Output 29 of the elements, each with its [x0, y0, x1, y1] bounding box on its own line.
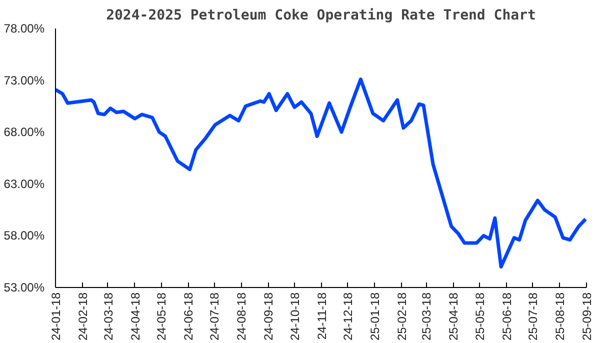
x-tick-label: 24-07-18	[208, 292, 222, 341]
y-tick-label: 58.00%	[4, 228, 45, 243]
x-tick-label: 25-05-18	[472, 292, 487, 341]
x-tick-label: 25-04-18	[446, 292, 461, 341]
x-tick-label: 25-01-18	[368, 292, 382, 341]
x-tick-label: 24-10-18	[288, 292, 302, 341]
x-tick-label: 25-06-18	[500, 292, 514, 341]
x-tick-label: 24-09-18	[262, 292, 276, 341]
x-tick-label: 24-01-18	[49, 292, 63, 341]
x-tick-label: 24-06-18	[182, 292, 196, 341]
x-tick-label: 24-12-18	[341, 292, 356, 341]
y-tick-label: 73.00%	[4, 73, 45, 88]
x-tick-label: 24-02-18	[76, 292, 90, 341]
x-tick-label: 24-03-18	[101, 292, 116, 341]
x-tick-label: 25-07-18	[526, 292, 540, 341]
y-tick-label: 63.00%	[4, 176, 45, 191]
y-tick-label: 78.00%	[4, 22, 45, 36]
x-tick-label: 25-02-18	[395, 292, 410, 341]
x-tick-label: 24-08-18	[234, 292, 249, 341]
x-tick-label: 24-11-18	[314, 292, 329, 340]
chart-title: 2024-2025 Petroleum Coke Operating Rate Trend Chart	[106, 8, 536, 24]
y-tick-label: 68.00%	[4, 125, 45, 140]
x-tick-label: 25-09-18	[580, 292, 594, 341]
line-series	[56, 78, 586, 269]
x-tick-label: 25-08-18	[552, 292, 567, 341]
x-tick-label: 24-05-18	[154, 292, 168, 341]
y-tick-label: 53.00%	[4, 280, 45, 294]
x-tick-label: 24-04-18	[128, 292, 142, 341]
x-tick-label: 25-03-18	[420, 292, 434, 341]
